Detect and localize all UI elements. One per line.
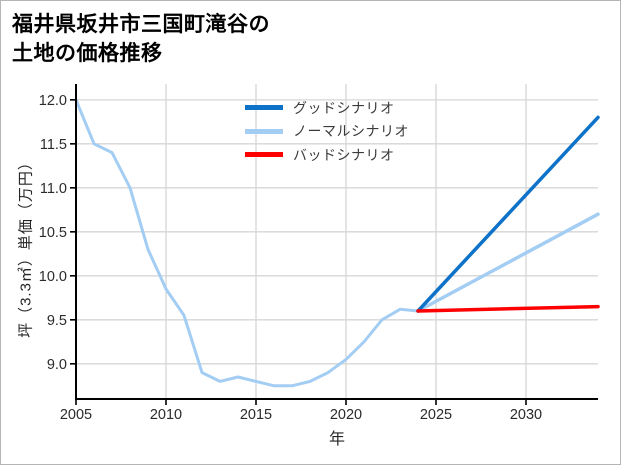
legend-item-good: グッドシナリオ [245, 96, 409, 120]
x-axis-label: 年 [328, 431, 346, 448]
legend-label-bad: バッドシナリオ [293, 146, 395, 163]
x-tick-label: 2025 [420, 407, 452, 423]
y-tick-label: 10.5 [39, 225, 67, 241]
series-line-bad [416, 304, 600, 313]
legend: グッドシナリオ ノーマルシナリオ バッドシナリオ [245, 96, 409, 167]
legend-item-normal: ノーマルシナリオ [245, 120, 409, 144]
page-title: 福井県坂井市三国町滝谷の 土地の価格推移 [12, 13, 270, 65]
x-tick-label: 2030 [510, 407, 542, 423]
legend-label-good: グッドシナリオ [293, 99, 395, 116]
series-line-normal [416, 212, 600, 313]
series-line-good [416, 115, 600, 313]
legend-swatch-normal [245, 128, 283, 134]
legend-swatch-good [245, 105, 283, 111]
legend-item-bad: バッドシナリオ [245, 143, 409, 167]
y-tick-label: 11.0 [40, 181, 67, 197]
y-axis-label: 坪（3.3㎡）単価（万円） [17, 154, 35, 338]
y-tick-label: 9.0 [47, 357, 67, 373]
y-tick-label: 12.0 [39, 93, 67, 109]
y-tick-label: 9.5 [47, 313, 67, 329]
x-tick-label: 2010 [150, 407, 182, 423]
x-tick-label: 2005 [60, 407, 92, 423]
legend-swatch-bad [245, 152, 283, 158]
y-tick-label: 11.5 [40, 137, 67, 153]
series-line-history [74, 98, 420, 388]
x-tick-label: 2015 [240, 407, 272, 423]
y-tick-label: 10.0 [39, 269, 67, 285]
legend-label-normal: ノーマルシナリオ [293, 123, 409, 140]
x-tick-label: 2020 [330, 407, 362, 423]
